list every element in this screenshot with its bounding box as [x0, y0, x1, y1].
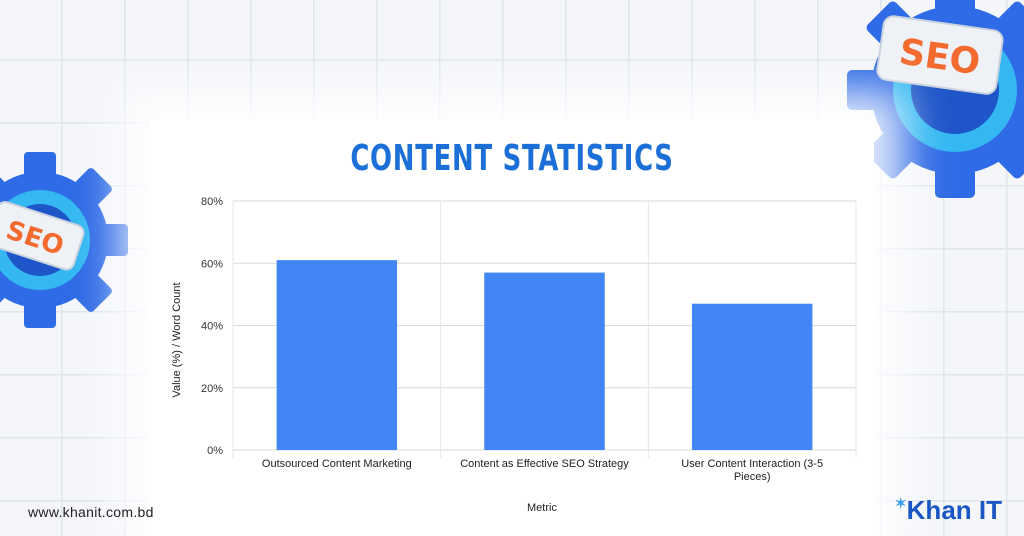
- x-tick-label: Content as Effective SEO Strategy: [460, 458, 629, 470]
- y-axis-label: Value (%) / Word Count: [171, 282, 183, 397]
- y-tick-label: 0%: [207, 445, 223, 457]
- seo-gear-right-icon: SEO: [847, 0, 1024, 198]
- bar-2: [484, 272, 605, 450]
- chart-title: CONTENT STATISTICS: [350, 138, 674, 179]
- khan-it-logo: ✶Khan IT: [895, 495, 1002, 526]
- logo-text: Khan IT: [906, 495, 1002, 525]
- bar-3: [691, 303, 813, 450]
- sparkle-icon: ✶: [894, 495, 907, 511]
- x-tick-label: Pieces): [734, 471, 771, 483]
- x-axis-label: Metric: [527, 502, 557, 514]
- website-url[interactable]: www.khanit.com.bd: [28, 504, 154, 520]
- bar-1: [276, 260, 398, 450]
- x-tick-label: User Content Interaction (3-5: [681, 458, 823, 470]
- x-tick-label: Outsourced Content Marketing: [262, 458, 412, 470]
- y-tick-label: 40%: [201, 321, 223, 333]
- seo-gear-left-icon: SEO: [0, 152, 128, 328]
- y-tick-label: 60%: [201, 258, 223, 270]
- y-tick-label: 20%: [201, 383, 223, 395]
- y-tick-label: 80%: [201, 196, 223, 208]
